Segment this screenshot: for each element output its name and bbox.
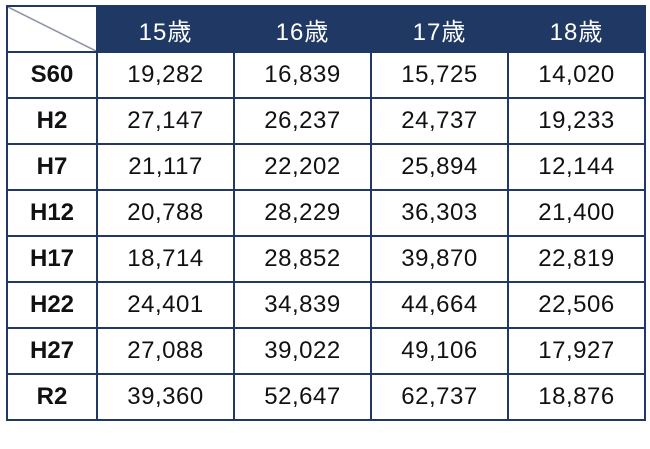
row-header: H22 <box>6 281 98 329</box>
table-cell: 14,020 <box>507 51 646 99</box>
row-header: H2 <box>6 97 98 145</box>
table-cell: 26,237 <box>233 97 372 145</box>
table-cell: 24,737 <box>370 97 509 145</box>
header-row: 15歳 16歳 17歳 18歳 <box>6 5 646 53</box>
table-cell: 19,282 <box>96 51 235 99</box>
row-header: H27 <box>6 327 98 375</box>
table-cell: 24,401 <box>96 281 235 329</box>
row-header: H7 <box>6 143 98 191</box>
column-header-age17: 17歳 <box>370 5 509 53</box>
table-cell: 39,360 <box>96 373 235 421</box>
table-cell: 28,229 <box>233 189 372 237</box>
table-cell: 62,737 <box>370 373 509 421</box>
table-cell: 52,647 <box>233 373 372 421</box>
table-cell: 34,839 <box>233 281 372 329</box>
column-header-age15: 15歳 <box>96 5 235 53</box>
table-cell: 22,202 <box>233 143 372 191</box>
column-header-age18: 18歳 <box>507 5 646 53</box>
table-row: R2 39,360 52,647 62,737 18,876 <box>6 373 646 421</box>
row-header: H12 <box>6 189 98 237</box>
table-cell: 12,144 <box>507 143 646 191</box>
table-cell: 21,117 <box>96 143 235 191</box>
table-cell: 44,664 <box>370 281 509 329</box>
table-cell: 18,876 <box>507 373 646 421</box>
table-cell: 39,870 <box>370 235 509 283</box>
row-header: H17 <box>6 235 98 283</box>
table-cell: 16,839 <box>233 51 372 99</box>
table-cell: 49,106 <box>370 327 509 375</box>
row-header: S60 <box>6 51 98 99</box>
table-row: H27 27,088 39,022 49,106 17,927 <box>6 327 646 375</box>
table-cell: 22,506 <box>507 281 646 329</box>
table-cell: 27,147 <box>96 97 235 145</box>
table-row: H12 20,788 28,229 36,303 21,400 <box>6 189 646 237</box>
table-cell: 21,400 <box>507 189 646 237</box>
diagonal-line-icon <box>8 7 96 51</box>
table-row: H22 24,401 34,839 44,664 22,506 <box>6 281 646 329</box>
row-header: R2 <box>6 373 98 421</box>
table-cell: 20,788 <box>96 189 235 237</box>
table-cell: 18,714 <box>96 235 235 283</box>
table-cell: 28,852 <box>233 235 372 283</box>
data-table: 15歳 16歳 17歳 18歳 S60 19,282 16,839 15,725… <box>6 5 646 421</box>
table-row: S60 19,282 16,839 15,725 14,020 <box>6 51 646 99</box>
table-container: 15歳 16歳 17歳 18歳 S60 19,282 16,839 15,725… <box>6 5 646 421</box>
table-cell: 27,088 <box>96 327 235 375</box>
table-cell: 39,022 <box>233 327 372 375</box>
table-cell: 19,233 <box>507 97 646 145</box>
table-row: H7 21,117 22,202 25,894 12,144 <box>6 143 646 191</box>
table-cell: 17,927 <box>507 327 646 375</box>
table-cell: 22,819 <box>507 235 646 283</box>
table-row: H17 18,714 28,852 39,870 22,819 <box>6 235 646 283</box>
corner-cell <box>6 5 98 53</box>
table-cell: 36,303 <box>370 189 509 237</box>
column-header-age16: 16歳 <box>233 5 372 53</box>
table-row: H2 27,147 26,237 24,737 19,233 <box>6 97 646 145</box>
table-cell: 25,894 <box>370 143 509 191</box>
table-cell: 15,725 <box>370 51 509 99</box>
